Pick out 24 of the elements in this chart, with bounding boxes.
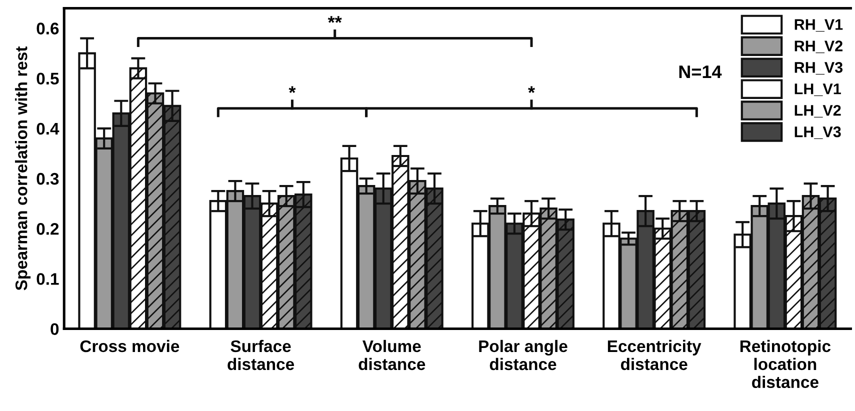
annotation: ** xyxy=(328,16,342,23)
legend-label: RH_V3 xyxy=(794,62,843,75)
x-tick-label: Cross movie xyxy=(80,340,180,352)
y-tick-label: 0.1 xyxy=(36,273,59,285)
legend-label: LH_V1 xyxy=(794,84,841,96)
y-tick-label: 0.6 xyxy=(36,22,59,34)
y-axis-title: Spearman correlation with rest xyxy=(15,46,31,290)
y-tick-label: 0 xyxy=(50,323,59,336)
x-tick-label: Polar angle distance xyxy=(479,340,568,370)
y-tick-label: 0.3 xyxy=(36,172,59,185)
legend-label: LH_V2 xyxy=(794,104,841,118)
y-tick-label: 0.2 xyxy=(36,223,59,235)
legend-label: RH_V1 xyxy=(794,19,843,32)
annotation: * xyxy=(288,86,296,93)
legend-label: LH_V3 xyxy=(794,126,841,139)
annotation: N=14 xyxy=(679,66,722,78)
annotation: * xyxy=(528,86,535,93)
x-tick-label: Volume distance xyxy=(358,340,426,370)
x-tick-label: Retinotopic location distance xyxy=(740,340,831,388)
y-tick-label: 0.5 xyxy=(36,72,59,85)
legend-label: RH_V2 xyxy=(794,40,842,54)
y-tick-label: 0.4 xyxy=(36,122,60,135)
x-tick-label: Surface distance xyxy=(228,340,294,370)
x-tick-label: Eccentricity distance xyxy=(608,340,702,370)
